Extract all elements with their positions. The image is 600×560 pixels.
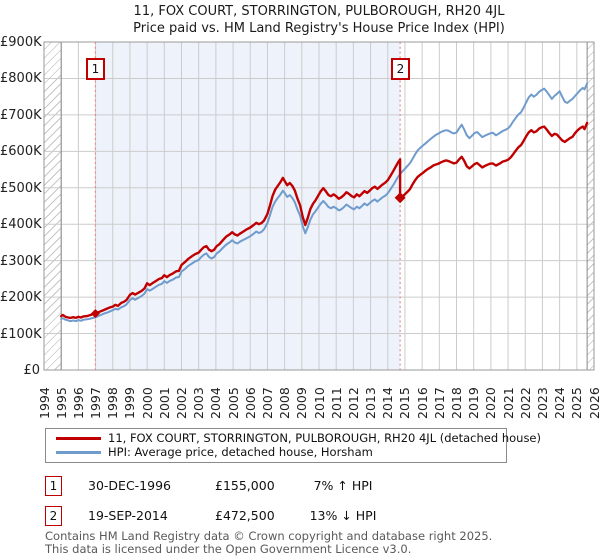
x-tick-label: 2020 (483, 387, 499, 419)
y-tick-label: £0 (23, 363, 40, 378)
x-tick-label: 2023 (534, 387, 550, 419)
legend-label-hpi: HPI: Average price, detached house, Hors… (108, 445, 373, 459)
x-tick-label: 1997 (88, 387, 104, 419)
no-data-hatch-left (44, 42, 61, 370)
y-tick-label: £500K (0, 180, 42, 196)
x-tick-label: 1995 (53, 387, 69, 419)
y-tick-label: £600K (0, 144, 42, 160)
sale-marker-2-flag: 2 (391, 58, 410, 80)
sale-marker-1-flag: 1 (86, 58, 105, 80)
x-tick-label: 2002 (174, 387, 189, 419)
y-tick-label: £100K (0, 326, 42, 342)
x-tick-label: 2000 (139, 387, 155, 419)
x-tick-label: 2026 (586, 387, 600, 419)
y-tick-label: £800K (0, 71, 42, 87)
x-tick-label: 2003 (191, 387, 207, 419)
y-tick-label: £900K (0, 35, 42, 50)
x-tick-label: 2013 (363, 387, 379, 419)
footer-copyright: Contains HM Land Registry data © Crown c… (45, 529, 493, 543)
footer-licence: This data is licensed under the Open Gov… (45, 541, 412, 556)
page-subtitle: Price paid vs. HM Land Registry's House … (133, 21, 505, 36)
x-tick-label: 2009 (294, 387, 310, 419)
x-tick-label: 1996 (70, 387, 86, 419)
x-tick-label: 1998 (105, 387, 121, 419)
y-tick-label: £200K (0, 290, 42, 306)
x-tick-label: 2007 (259, 387, 275, 419)
x-tick-label: 2016 (414, 387, 430, 419)
x-tick-label: 2022 (517, 387, 533, 419)
transaction-2-hpi-diff: 13% ↓ HPI (309, 508, 377, 523)
x-tick-label: 2017 (431, 387, 447, 419)
y-tick-label: £300K (0, 253, 42, 269)
x-tick-label: 2019 (466, 387, 482, 419)
legend: 11, FOX COURT, STORRINGTON, PULBOROUGH, … (45, 428, 541, 463)
x-tick-label: 1994 (36, 387, 52, 419)
legend-row-property: 11, FOX COURT, STORRINGTON, PULBOROUGH, … (46, 431, 541, 446)
transaction-2-price: £472,500 (215, 508, 275, 523)
transaction-1-number: 1 (45, 476, 62, 496)
y-tick-label: £400K (0, 217, 42, 233)
x-tick-label: 2024 (552, 387, 568, 419)
x-tick-label: 2010 (311, 387, 327, 419)
transaction-1-date: 30-DEC-1996 (88, 478, 171, 493)
x-tick-label: 2015 (397, 387, 413, 419)
hpi-line-swatch (56, 451, 101, 454)
legend-label-property: 11, FOX COURT, STORRINGTON, PULBOROUGH, … (108, 431, 541, 445)
legend-row-hpi: HPI: Average price, detached house, Hors… (46, 445, 506, 460)
x-tick-label: 2018 (449, 387, 464, 419)
x-tick-label: 2011 (328, 387, 344, 419)
x-tick-label: 2014 (380, 387, 396, 419)
property-line-swatch (56, 437, 101, 440)
x-tick-label: 2025 (569, 387, 585, 419)
transaction-1-hpi-diff: 7% ↑ HPI (313, 478, 373, 493)
x-tick-label: 2008 (277, 387, 293, 419)
x-tick-label: 2012 (345, 387, 361, 419)
y-tick-label: £700K (0, 107, 42, 123)
transaction-row-1: 1 30-DEC-1996 £155,000 7% ↑ HPI (0, 476, 600, 496)
no-data-hatch-right (587, 42, 594, 370)
page-title: 11, FOX COURT, STORRINGTON, PULBOROUGH, … (133, 4, 505, 19)
x-tick-label: 2004 (208, 387, 224, 419)
x-tick-label: 2006 (242, 387, 258, 419)
transaction-2-date: 19-SEP-2014 (88, 508, 168, 523)
transaction-1-price: £155,000 (215, 478, 275, 493)
x-tick-label: 2005 (225, 387, 241, 419)
transaction-2-number: 2 (45, 506, 62, 526)
price-chart-plot (43, 41, 595, 371)
x-tick-label: 2001 (156, 387, 172, 419)
transaction-row-2: 2 19-SEP-2014 £472,500 13% ↓ HPI (0, 506, 600, 526)
x-tick-label: 2021 (500, 387, 516, 419)
x-tick-label: 1999 (122, 387, 138, 419)
